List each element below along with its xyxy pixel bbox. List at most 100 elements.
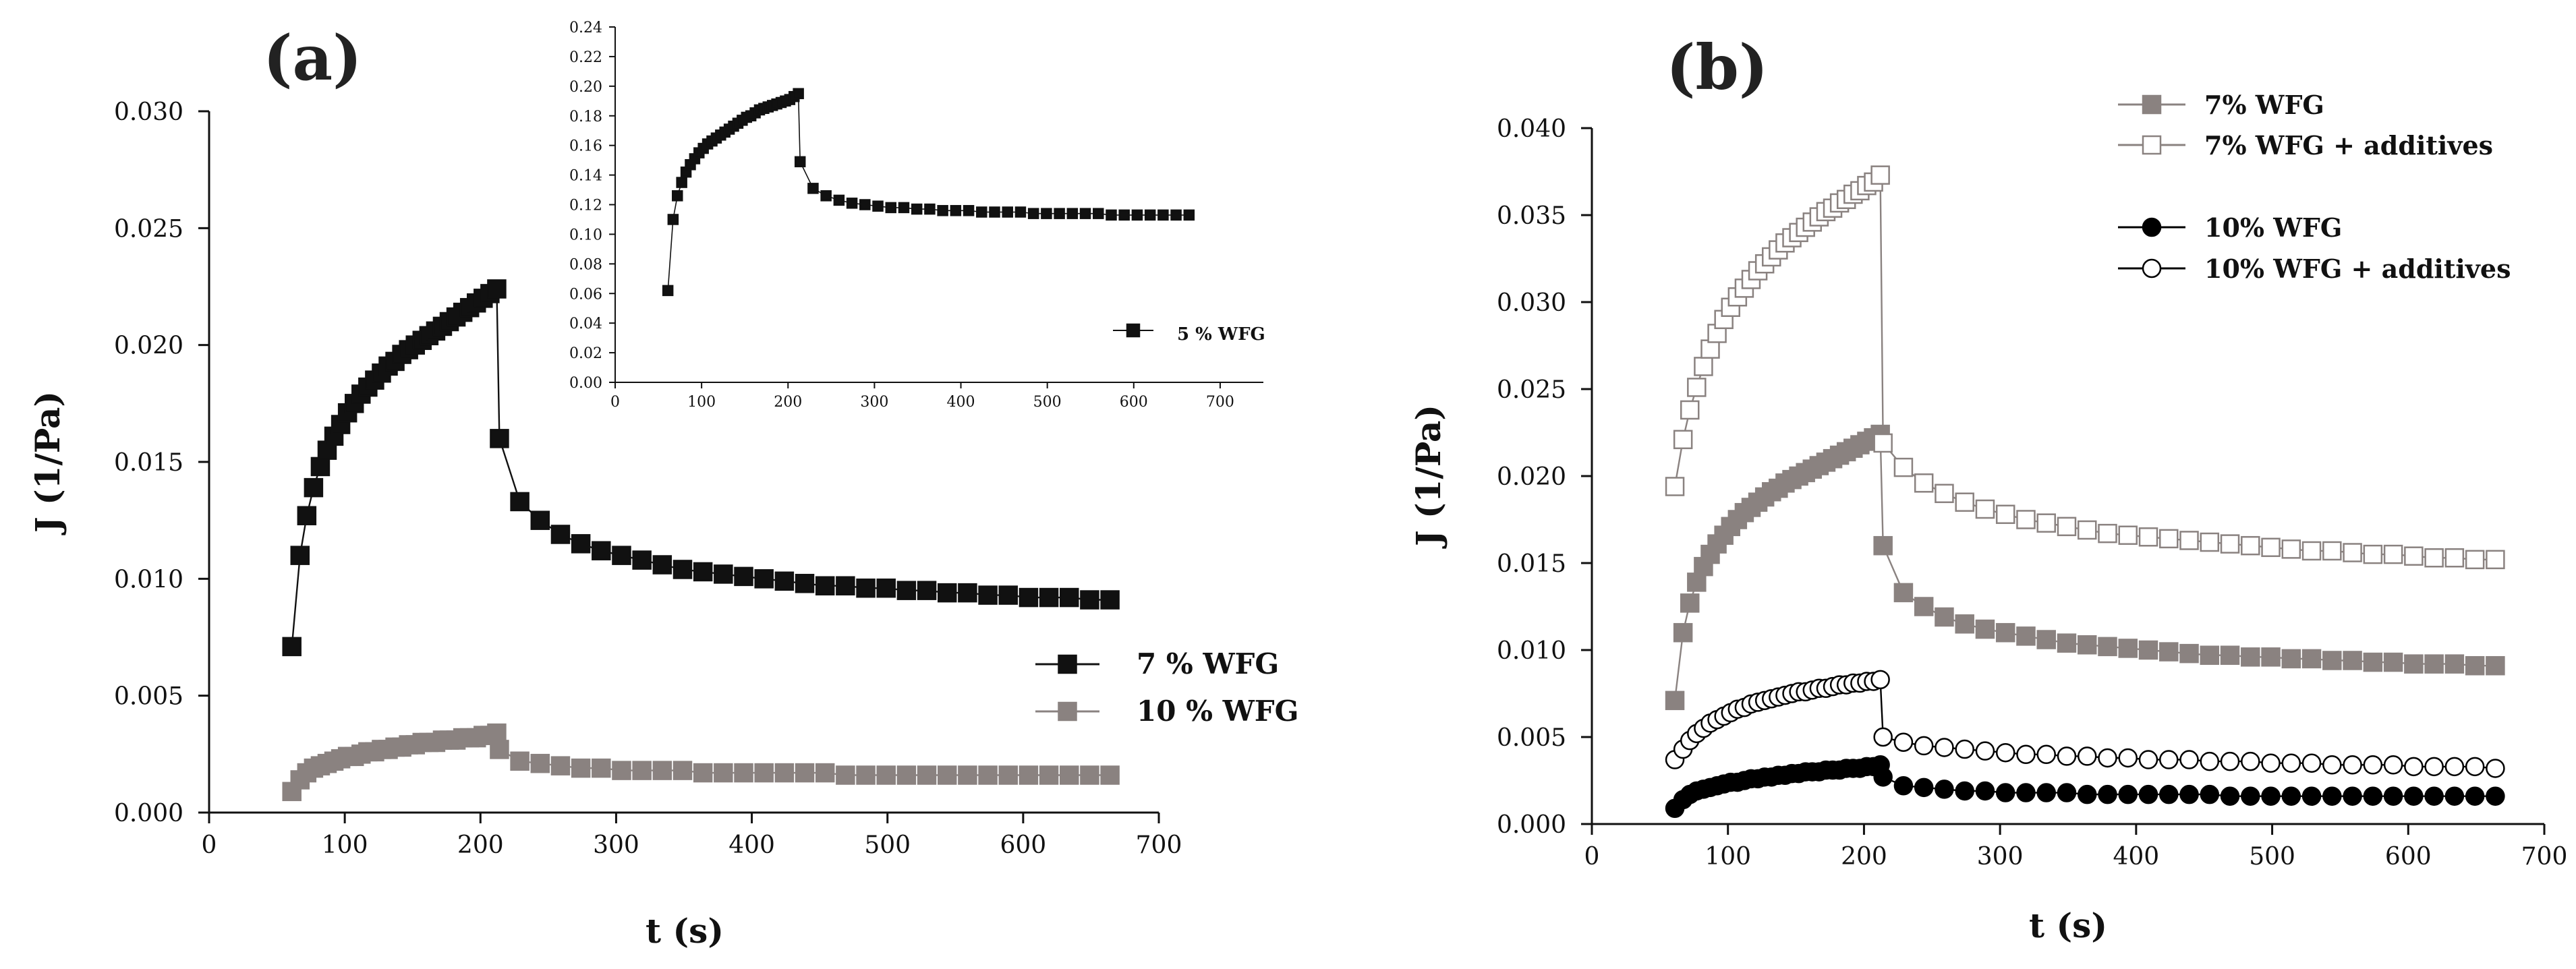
data-point xyxy=(2343,786,2362,806)
data-point xyxy=(1027,208,1039,219)
data-point xyxy=(530,753,550,773)
inset-background xyxy=(615,27,1263,382)
y-tick-label: 0.00 xyxy=(569,375,602,392)
data-point xyxy=(978,585,998,605)
data-point xyxy=(592,758,611,778)
data-point xyxy=(2036,630,2056,649)
data-point xyxy=(1673,622,1693,643)
x-tick-label: 700 xyxy=(2521,843,2568,871)
data-point xyxy=(304,477,324,498)
data-point xyxy=(872,200,884,212)
panel-label: (b) xyxy=(1666,31,1768,104)
data-point xyxy=(1975,781,1995,801)
data-point xyxy=(1914,597,1934,616)
data-point xyxy=(2343,755,2362,775)
data-point xyxy=(989,206,1000,218)
y-tick-label: 0.08 xyxy=(569,256,602,273)
data-point xyxy=(917,765,937,785)
legend-marker xyxy=(1126,323,1141,338)
data-point xyxy=(876,578,896,598)
data-point xyxy=(2465,550,2485,570)
data-point xyxy=(1955,781,1974,801)
data-point xyxy=(885,202,896,214)
panel-a: 0 100 200 300 400 500 600 7000.0000.0050.0100.0… xyxy=(28,22,1298,951)
data-point xyxy=(876,765,896,785)
data-point xyxy=(297,506,317,525)
data-point xyxy=(1995,504,2015,525)
y-tick-label: 0.12 xyxy=(569,198,602,214)
series-7-wfg-additives xyxy=(1665,165,2505,570)
data-point xyxy=(1975,619,1995,639)
legend: 7% WFG 7% WFG + additives 10% WFG 10% WFG +… xyxy=(2118,90,2511,284)
y-tick-label: 0.005 xyxy=(114,683,183,711)
data-point xyxy=(676,177,687,188)
data-point xyxy=(2220,786,2240,806)
data-point xyxy=(2118,525,2138,545)
data-point xyxy=(1059,587,1079,608)
data-point xyxy=(774,763,795,783)
y-tick-label: 0.025 xyxy=(1497,376,1566,404)
data-point xyxy=(2261,647,2281,667)
legend-marker xyxy=(2142,135,2162,155)
data-point xyxy=(833,194,845,206)
data-point xyxy=(2118,784,2138,804)
y-tick-label: 0.025 xyxy=(114,215,183,243)
x-tick-label: 400 xyxy=(728,831,775,859)
data-point xyxy=(815,763,835,783)
data-point xyxy=(978,765,998,785)
data-point xyxy=(1118,209,1130,221)
data-point xyxy=(1935,738,1954,757)
data-point xyxy=(2322,651,2342,670)
data-point xyxy=(1106,209,1117,221)
y-tick-label: 0.14 xyxy=(569,168,602,185)
data-point xyxy=(1039,587,1059,608)
data-point xyxy=(2016,510,2036,529)
data-point xyxy=(2281,539,2301,559)
data-point xyxy=(795,574,815,593)
data-point xyxy=(937,765,957,785)
x-tick-label: 0 xyxy=(610,394,620,411)
legend-label: 7 % WFG xyxy=(1137,647,1279,680)
data-point xyxy=(1019,765,1039,785)
data-point xyxy=(2343,651,2362,670)
data-point xyxy=(1955,492,1974,512)
y-tick-label: 0.18 xyxy=(569,109,602,125)
data-point xyxy=(2486,786,2505,806)
data-point xyxy=(2261,537,2281,558)
y-tick-label: 0.020 xyxy=(1497,463,1566,491)
data-point xyxy=(2383,786,2403,806)
legend-label: 10% WFG + additives xyxy=(2204,254,2511,284)
data-point xyxy=(2281,786,2301,806)
data-point xyxy=(632,761,652,780)
data-point xyxy=(510,751,529,771)
data-point xyxy=(2301,649,2322,669)
data-point xyxy=(2383,652,2403,672)
y-tick-label: 0.20 xyxy=(569,79,602,96)
data-point xyxy=(672,761,693,780)
data-point xyxy=(2098,784,2117,804)
y-axis-title: J (1/Pa) xyxy=(1408,405,1448,549)
series-5-wfg xyxy=(662,88,1195,297)
data-point xyxy=(1995,742,2015,763)
data-point xyxy=(2486,550,2505,570)
data-point xyxy=(1893,732,1914,752)
data-point xyxy=(1665,477,1685,496)
data-point xyxy=(1665,691,1685,711)
data-point xyxy=(856,578,876,598)
y-tick-label: 0.10 xyxy=(569,227,602,243)
data-point xyxy=(1873,767,1893,787)
data-point xyxy=(2424,548,2444,568)
data-point xyxy=(856,765,876,785)
legend-label: 7% WFG xyxy=(2204,90,2324,120)
x-axis-title: t (s) xyxy=(646,911,724,951)
data-point xyxy=(652,761,672,780)
data-point xyxy=(2036,783,2056,802)
data-point xyxy=(2322,755,2342,775)
data-point xyxy=(2098,523,2117,544)
data-point xyxy=(2057,517,2077,537)
y-tick-label: 0.010 xyxy=(114,566,183,593)
data-point xyxy=(2220,645,2240,665)
data-point xyxy=(2465,786,2485,806)
data-point xyxy=(1873,727,1893,747)
data-point xyxy=(1955,739,1974,759)
